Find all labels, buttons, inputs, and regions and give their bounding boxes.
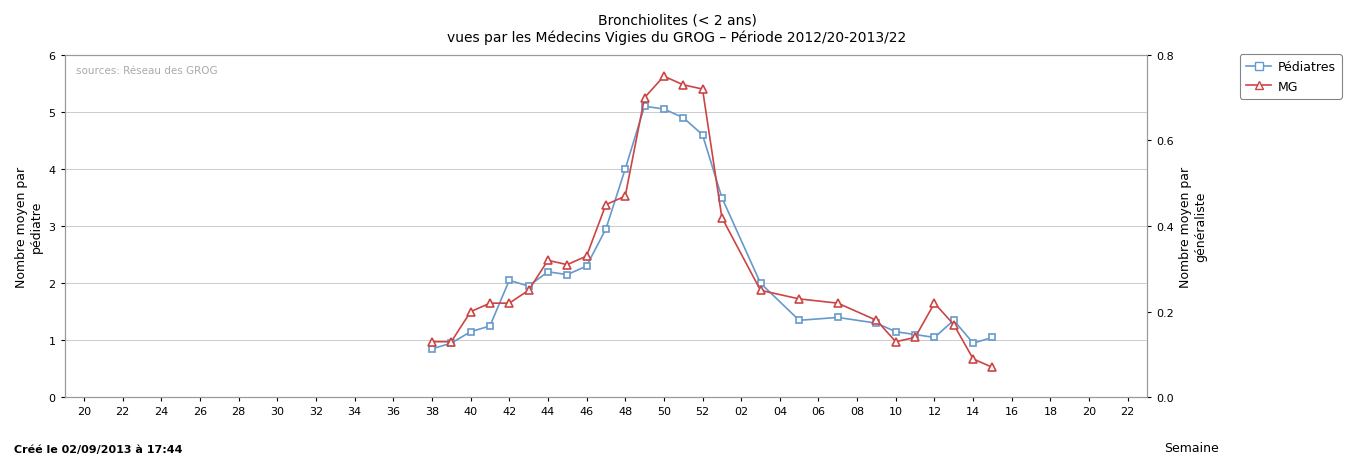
- Text: sources: Réseau des GROG: sources: Réseau des GROG: [76, 66, 217, 76]
- Text: Créé le 02/09/2013 à 17:44: Créé le 02/09/2013 à 17:44: [14, 444, 181, 454]
- Legend: Pédiatres, MG: Pédiatres, MG: [1240, 55, 1342, 100]
- Text: Semaine: Semaine: [1164, 442, 1219, 454]
- Y-axis label: Nombre moyen par
pédiatre: Nombre moyen par pédiatre: [15, 166, 43, 287]
- Text: Bronchiolites (< 2 ans)
vues par les Médecins Vigies du GROG – Période 2012/20-2: Bronchiolites (< 2 ans) vues par les Méd…: [447, 14, 907, 45]
- Y-axis label: Nombre moyen par
généraliste: Nombre moyen par généraliste: [1179, 166, 1208, 287]
